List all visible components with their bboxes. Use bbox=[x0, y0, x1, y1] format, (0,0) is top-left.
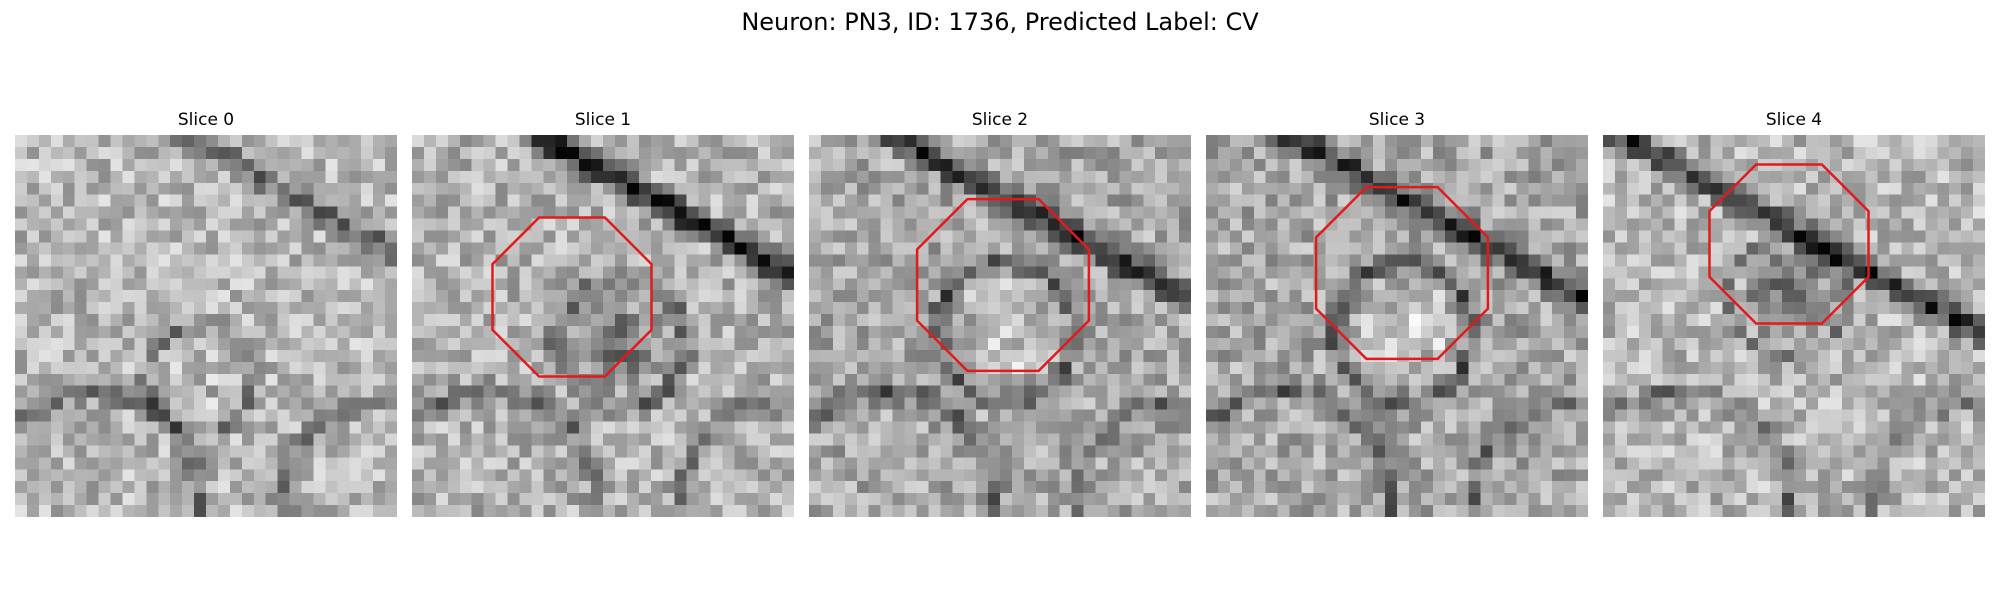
slice-title: Slice 2 bbox=[971, 110, 1029, 130]
slice-image bbox=[412, 135, 794, 517]
figure-title: Neuron: PN3, ID: 1736, Predicted Label: … bbox=[741, 8, 1259, 36]
slice-title: Slice 0 bbox=[177, 110, 235, 130]
slice-panel-2: Slice 2 bbox=[809, 108, 1191, 517]
slice-image bbox=[15, 135, 397, 517]
slice-title: Slice 4 bbox=[1765, 110, 1823, 130]
slice-title: Slice 3 bbox=[1368, 110, 1426, 130]
slice-image bbox=[1206, 135, 1588, 517]
slice-image bbox=[1603, 135, 1985, 517]
slice-title: Slice 1 bbox=[574, 110, 632, 130]
slice-panel-1: Slice 1 bbox=[412, 108, 794, 517]
slice-image bbox=[809, 135, 1191, 517]
slice-panel-0: Slice 0 bbox=[15, 108, 397, 517]
slice-panel-3: Slice 3 bbox=[1206, 108, 1588, 517]
slice-panel-4: Slice 4 bbox=[1603, 108, 1985, 517]
